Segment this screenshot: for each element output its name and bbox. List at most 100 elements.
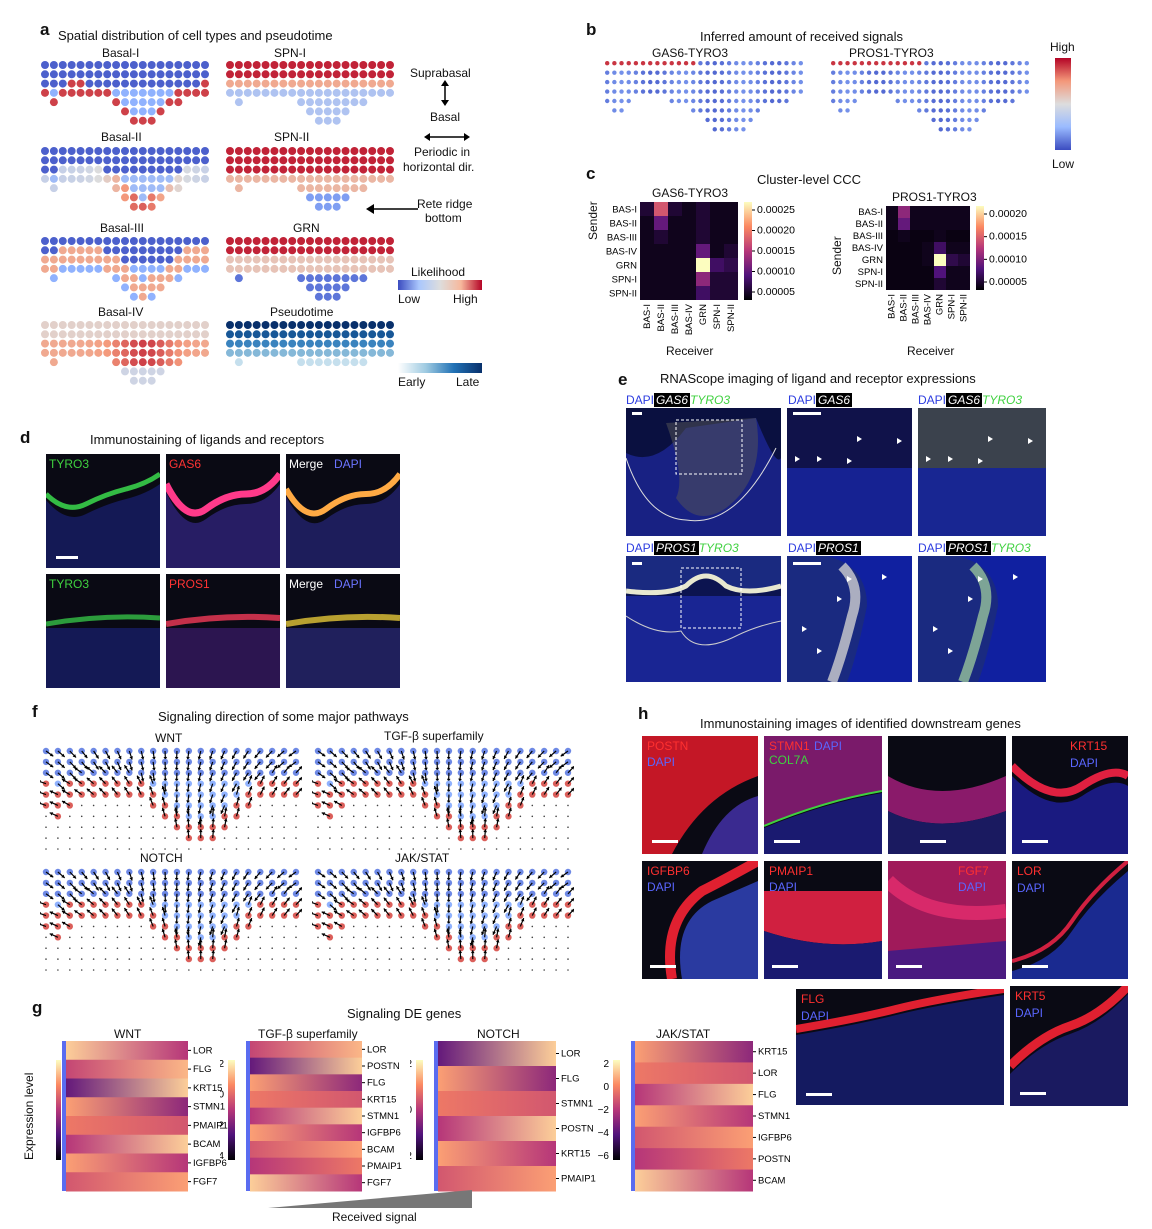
spatial-dot (209, 934, 216, 941)
panel-d-title: Immunostaining of ligands and receptors (90, 432, 325, 447)
spatial-dot (121, 339, 129, 348)
heat-cell (922, 266, 934, 278)
received-signal-wedge (268, 1190, 472, 1208)
spatial-dot (45, 815, 47, 818)
spatial-dot (49, 237, 58, 245)
spatial-dot (270, 246, 279, 255)
spatial-dot (152, 848, 154, 850)
spatial-dot (138, 274, 147, 283)
spatial-dot (831, 79, 836, 85)
spatial-dot (341, 79, 350, 88)
spatial-dot (386, 237, 394, 245)
spatial-dot (317, 815, 319, 818)
spatial-dot (121, 283, 129, 292)
flow-arrow-head (161, 796, 166, 801)
spatial-dot (128, 826, 131, 829)
spatial-dot (734, 117, 739, 123)
spatial-dot (924, 70, 929, 75)
spatial-dot (41, 156, 49, 165)
spatial-dot (359, 88, 368, 97)
flow-arrow-head (483, 829, 488, 833)
flow-arrow-head (520, 907, 525, 911)
spatial-dot (129, 174, 138, 183)
heat-cell (696, 202, 710, 216)
spatial-dot (192, 61, 201, 69)
spatial-dot (121, 79, 129, 88)
spatial-dot (741, 70, 746, 75)
spatial-dot (323, 88, 332, 97)
flow-arrow-head (483, 939, 488, 943)
flow-arrow-head (371, 909, 375, 913)
spatial-dot (412, 947, 415, 950)
spatial-dot (412, 925, 415, 928)
flow-arrow-head (152, 767, 156, 771)
spatial-dot (469, 769, 476, 776)
heat-cell (640, 272, 654, 286)
spatial-dot (314, 116, 323, 125)
spatial-dot (41, 174, 49, 183)
spatial-dot (234, 274, 243, 283)
spatial-dot (165, 70, 174, 79)
flow-arrow-head (243, 765, 247, 770)
flow-arrow-head (124, 776, 128, 780)
spatial-dot (726, 108, 732, 113)
flow-arrow-head (49, 790, 54, 794)
flow-arrow-head (537, 875, 542, 879)
spatial-dot (147, 107, 156, 116)
flow-arrow-head (421, 775, 425, 779)
spatial-dot (769, 79, 775, 85)
spatial-dot (306, 367, 314, 376)
spatial-dot (270, 348, 279, 357)
spatial-dot (247, 815, 250, 818)
spatial-dot (332, 156, 341, 165)
flow-arrow-head (333, 874, 337, 878)
spatial-dot (112, 274, 121, 283)
spatial-dot (233, 879, 240, 887)
spatial-dot (748, 79, 753, 85)
flow-arrow-head (40, 922, 41, 926)
spatial-dot (80, 848, 83, 850)
spatial-dot (314, 348, 323, 357)
spatial-dot (719, 89, 725, 94)
spatial-dot (359, 237, 368, 245)
heat-cell (910, 254, 922, 266)
spatial-dot (314, 98, 323, 107)
flow-arrow-head (186, 939, 191, 943)
spatial-dot (103, 321, 112, 329)
spatial-dot (712, 61, 717, 66)
spatial-dot (92, 815, 95, 818)
spatial-dot (314, 202, 323, 211)
map-label: PROS1-TYRO3 (849, 46, 934, 60)
spatial-dot (683, 79, 689, 85)
spatial-dot (323, 202, 332, 211)
heatmap-title: WNT (114, 1027, 142, 1041)
spatial-dot (138, 61, 147, 69)
micro-fgf7: FGF7 DAPI (888, 861, 1006, 979)
spatial-dot (888, 89, 893, 94)
spatial-dot (261, 255, 270, 264)
flow-arrow-head (312, 911, 313, 915)
spatial-dot (41, 147, 49, 155)
spatial-dot (104, 925, 107, 928)
spatial-dot (116, 837, 119, 839)
flow-arrow-head (288, 753, 293, 757)
flow-arrow-head (549, 764, 553, 768)
spatial-dot (543, 947, 545, 950)
flow-arrow-head (286, 776, 290, 781)
spatial-dot (931, 79, 936, 85)
flow-arrow-head (481, 799, 485, 804)
spatial-dot (359, 274, 368, 283)
flow-arrow-head (470, 950, 475, 954)
spatial-dot (297, 98, 306, 107)
stain-label: Merge (289, 457, 324, 471)
spatial-dot (138, 165, 147, 174)
signaling-direction-jakstat (312, 868, 574, 971)
flow-arrow-head (72, 754, 77, 758)
spatial-dot (49, 358, 58, 367)
spatial-map-spn-1 (226, 61, 394, 125)
spatial-dot (421, 923, 429, 930)
spatial-dot (648, 79, 653, 85)
spatial-dot (259, 925, 262, 928)
spatial-dot (129, 246, 138, 255)
flow-arrow-head (261, 786, 265, 791)
